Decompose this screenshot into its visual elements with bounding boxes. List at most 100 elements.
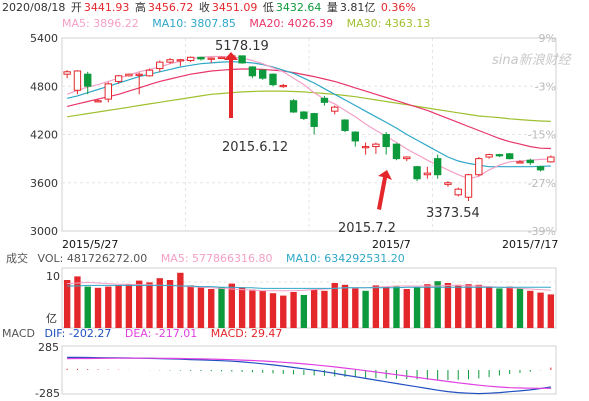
candle-body — [166, 59, 174, 63]
candle-body — [331, 106, 339, 112]
candle-body — [433, 158, 442, 176]
volume-bar — [403, 289, 410, 328]
candle-body — [351, 131, 360, 142]
grid-lines — [61, 37, 557, 232]
volume-bar — [156, 278, 163, 328]
volume-bar — [413, 287, 421, 328]
volume-bar — [228, 283, 236, 328]
candle-body — [258, 69, 267, 79]
volume-bar — [94, 287, 102, 328]
volume-bar — [547, 294, 555, 328]
candle-body — [84, 73, 92, 87]
candle-body — [372, 143, 380, 148]
x-label-mid: 2015/7 — [372, 238, 411, 251]
dea-legend: DEA: -217.01 — [124, 327, 198, 340]
volume-ma10: MA10: 634292531.20 — [286, 252, 405, 265]
price-tick-label: 3000 — [30, 225, 58, 238]
volume-axis: 10 亿 — [46, 270, 60, 325]
volume-bar — [331, 283, 338, 328]
candles — [63, 55, 555, 202]
candle-body — [320, 97, 329, 103]
volume-bar — [280, 295, 287, 328]
candle-body — [547, 156, 555, 163]
volume-legend: 成交 VOL: 481726272.00 MA5: 577866316.80 M… — [0, 252, 407, 266]
date-annotation-1: 2015.6.12 — [222, 140, 288, 155]
volume-bar — [63, 280, 71, 328]
candle-body — [444, 182, 452, 185]
volume-bar — [465, 284, 472, 328]
change-pct: 0.36% — [380, 1, 416, 14]
price-frame — [61, 37, 557, 232]
dif-legend: DIF: -202.27 — [44, 327, 112, 340]
volume-ma10_line — [67, 284, 551, 289]
candle-body — [300, 111, 308, 119]
candle-body — [186, 56, 195, 62]
volume-bar — [516, 288, 524, 328]
volume-max-tick: 10 — [46, 270, 60, 283]
candle-body — [135, 73, 143, 76]
arrow-up-icon — [224, 52, 238, 118]
volume-bar — [249, 289, 256, 328]
volume-bar — [105, 286, 112, 328]
candle-body — [279, 84, 287, 88]
macd-title: MACD — [2, 327, 35, 340]
high-label: 高 — [134, 1, 146, 14]
ma5-legend: MA5: 3896.22 — [62, 17, 139, 30]
volume-bar — [341, 284, 349, 328]
macd-panel — [61, 345, 557, 395]
volume-title: 成交 — [6, 252, 28, 265]
volume-bar — [187, 285, 194, 328]
open-value: 3441.93 — [83, 1, 130, 14]
volume-bar — [259, 290, 266, 328]
volume-bar — [506, 286, 513, 328]
volume-bar — [537, 292, 544, 328]
candle-body — [423, 172, 432, 176]
candle-body — [485, 154, 493, 158]
macd-bottom-tick: -285 — [35, 387, 60, 400]
amount-value: 3.81亿 — [339, 1, 376, 14]
candle-body — [73, 70, 82, 91]
volume-bar — [434, 281, 441, 328]
macd-frame — [61, 345, 557, 395]
volume-frame — [61, 267, 557, 329]
volume-bar — [393, 286, 400, 328]
candle-body — [269, 73, 277, 86]
volume-bar — [300, 295, 308, 328]
candle-body — [361, 146, 370, 149]
x-label-end: 2015/7/17 — [502, 238, 558, 251]
watermark-text: sina新浪财经 — [492, 52, 573, 68]
amount-label: 量 — [326, 1, 338, 14]
candle-body — [125, 73, 133, 77]
candle-body — [464, 174, 473, 198]
candle-body — [526, 159, 534, 164]
watermark: sina新浪财经 — [492, 52, 573, 68]
price-axis: 5400 4800 4200 3600 3000 — [30, 32, 58, 238]
x-label-start: 2015/5/27 — [62, 238, 118, 251]
volume-bar — [444, 283, 452, 328]
volume-bar — [475, 284, 483, 328]
volume-bars — [61, 267, 557, 329]
price-tick-label: 5400 — [30, 32, 58, 45]
volume-bar — [424, 284, 431, 328]
candle-body — [403, 156, 411, 160]
volume-bar — [321, 290, 328, 328]
candle-body — [536, 166, 545, 171]
percent-tick-label: -27% — [528, 177, 556, 190]
ma20-legend: MA20: 4026.39 — [249, 17, 334, 30]
percent-tick-label: -3% — [535, 80, 556, 93]
dea-line — [67, 357, 551, 389]
price-tick-label: 4200 — [30, 129, 58, 142]
low-annotation: 3373.54 — [426, 206, 480, 221]
candle-body — [516, 161, 524, 164]
candle-body — [238, 55, 246, 64]
candle-body — [176, 59, 185, 62]
ma-legend: MA5: 3896.22 MA10: 3807.85 MA20: 4026.39… — [62, 17, 432, 31]
ma30-line — [67, 90, 551, 122]
volume-bar — [166, 280, 174, 328]
ma30-legend: MA30: 4363.13 — [346, 17, 431, 30]
ma10-legend: MA10: 3807.85 — [152, 17, 236, 30]
volume-ma5: MA5: 577866316.80 — [160, 252, 273, 265]
macd-axis: 285 -285 — [35, 341, 60, 400]
